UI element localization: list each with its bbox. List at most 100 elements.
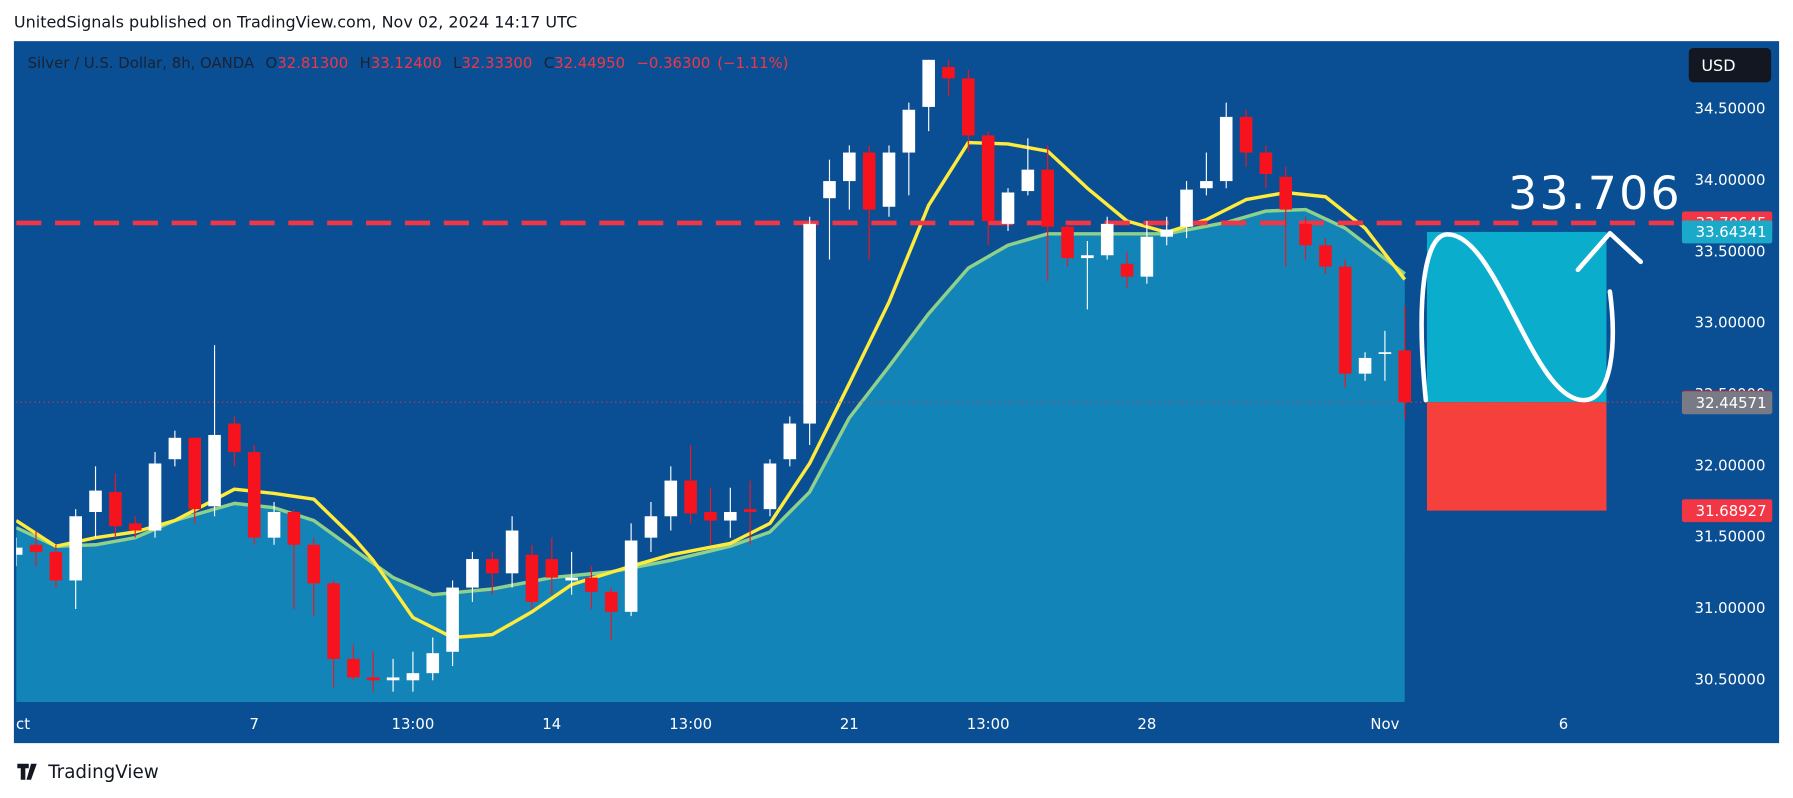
indicator-area: [16, 209, 1405, 702]
candle-body: [704, 511, 717, 521]
legend-change: −0.36300: [636, 54, 710, 72]
currency-label[interactable]: USD: [1701, 56, 1735, 75]
candle-body: [228, 423, 241, 453]
overlay: 33.706 30.50000 31.00000 31.50000 32.00000 32…: [16, 48, 1773, 733]
y-tick-label: 31.50000: [1695, 528, 1766, 546]
candle-body: [684, 480, 697, 514]
price-tag: [1681, 499, 1773, 523]
candle-body: [1378, 352, 1392, 354]
candle-body: [1001, 192, 1015, 224]
currency-button[interactable]: [1688, 48, 1772, 83]
candle-body: [644, 516, 658, 538]
candle-body: [16, 547, 23, 555]
candle-body: [128, 523, 142, 531]
legend-value: 32.44950: [554, 54, 625, 72]
x-tick-label: 6: [1559, 715, 1568, 733]
candle-body: [981, 135, 995, 222]
plot-area: [16, 59, 1679, 702]
candle-body: [1180, 189, 1193, 227]
candle-body: [862, 152, 876, 210]
drawing-arrow: [1575, 230, 1644, 273]
candle-body: [168, 437, 182, 460]
y-tick-label: 30.50000: [1695, 670, 1766, 688]
candle-body: [724, 511, 737, 521]
candle-body: [1239, 116, 1253, 153]
x-tick-label: ct: [16, 715, 30, 733]
y-tick-label: 34.50000: [1695, 100, 1766, 118]
candle-body: [1338, 266, 1352, 374]
candle-body: [69, 516, 82, 581]
x-tick-label: Nov: [1370, 715, 1399, 733]
legend-key: L: [453, 54, 462, 72]
logo: [17, 763, 37, 780]
candle-body: [366, 677, 380, 681]
candle-body: [188, 437, 202, 510]
legend: Silver / U.S. Dollar, 8h, OANDA O32.81300…: [28, 54, 789, 72]
candle-body: [505, 530, 519, 574]
legend-value: 32.81300: [277, 54, 348, 72]
hline-label: 33.706: [1508, 167, 1682, 220]
x-tick-label: 21: [840, 715, 859, 733]
candle-body: [485, 559, 499, 574]
candle-body: [109, 492, 122, 527]
price-tag: [1681, 391, 1773, 415]
y-tick-label: 31.00000: [1695, 599, 1766, 617]
candle-body: [307, 544, 321, 584]
candle-body: [1120, 263, 1134, 277]
legend-key: C: [544, 54, 554, 72]
candle-body: [1299, 223, 1312, 246]
x-tick-label: 28: [1137, 715, 1156, 733]
candle-body: [823, 181, 836, 199]
legend-key: O: [266, 54, 278, 72]
candle-body: [624, 540, 638, 612]
candle-body: [1259, 152, 1273, 174]
candle-body: [1081, 255, 1094, 259]
candle-body: [664, 480, 678, 517]
candle-body: [247, 452, 261, 538]
candle-body: [585, 577, 598, 592]
candle-body: [148, 463, 162, 531]
stop-zone: [1426, 402, 1607, 511]
candle-body: [89, 490, 102, 512]
price-tag-label: 32.44571: [1696, 394, 1767, 412]
candle-body: [386, 677, 400, 681]
drawing-curve: [1419, 232, 1615, 403]
candle-body: [1398, 350, 1412, 403]
price-tag-label: 31.68927: [1696, 502, 1767, 520]
candle-body: [525, 554, 539, 602]
candle-body: [446, 587, 459, 652]
y-tick-label: 32.00000: [1695, 456, 1766, 474]
candle-body: [1160, 229, 1173, 237]
candle-body: [1319, 245, 1332, 267]
candle-body: [327, 583, 340, 659]
price-tag-label: 33.64341: [1696, 223, 1767, 241]
candle-body: [1219, 116, 1233, 182]
candle-body: [347, 658, 360, 678]
y-tick-label: 33.50000: [1695, 242, 1766, 260]
candle-body: [565, 577, 578, 581]
candle-body: [604, 591, 618, 612]
candle-body: [1200, 181, 1213, 189]
candle-body: [406, 673, 420, 681]
y-tick-label: 34.00000: [1695, 171, 1766, 189]
candle-body: [1100, 223, 1114, 256]
legend-key: H: [360, 54, 371, 72]
candle-body: [902, 109, 916, 153]
candle-body: [1061, 226, 1074, 259]
candle-body: [267, 511, 281, 538]
candle-body: [942, 66, 955, 79]
candle-body: [1279, 176, 1293, 210]
candle-body: [743, 509, 757, 512]
candle-body: [49, 551, 63, 581]
footer-brand: TradingView: [47, 762, 159, 783]
x-tick-label: 13:00: [669, 715, 712, 733]
candle-body: [545, 559, 559, 578]
candle-body: [783, 423, 797, 460]
candle-body: [1140, 236, 1154, 277]
candle-body: [922, 59, 935, 107]
candle-body: [803, 223, 816, 424]
x-tick-label: 13:00: [392, 715, 435, 733]
candle-body: [466, 559, 479, 588]
